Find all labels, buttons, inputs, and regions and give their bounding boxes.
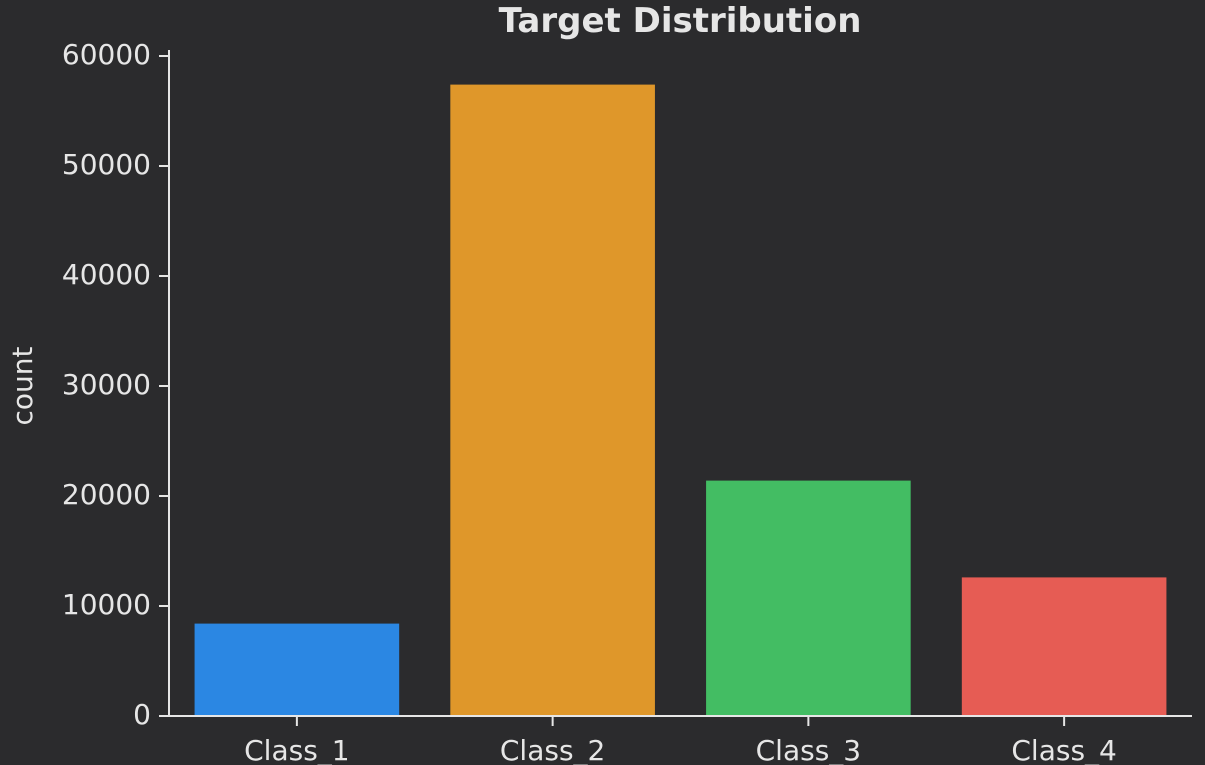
x-tick-label: Class_3 [756, 734, 861, 765]
x-tick-label: Class_4 [1011, 734, 1116, 765]
y-tick-label: 60000 [62, 38, 151, 71]
y-tick-label: 30000 [62, 368, 151, 401]
bar [961, 577, 1167, 716]
y-tick-label: 40000 [62, 258, 151, 291]
bar [450, 84, 655, 717]
y-tick-label: 50000 [62, 148, 151, 181]
x-tick-label: Class_2 [500, 734, 605, 765]
x-tick-label: Class_1 [244, 734, 349, 765]
bar [706, 480, 911, 716]
y-axis-label: count [6, 346, 39, 425]
y-tick-label: 10000 [62, 588, 151, 621]
chart-title: Target Distribution [499, 1, 862, 41]
y-axis-ticks: 0 10000 20000 30000 40000 50000 60000 [62, 38, 169, 731]
y-tick-label: 20000 [62, 478, 151, 511]
y-tick-label: 0 [133, 698, 151, 731]
bars [194, 84, 1167, 717]
x-axis-ticks: Class_1 Class_2 Class_3 Class_4 [244, 716, 1117, 765]
bar [194, 623, 400, 716]
